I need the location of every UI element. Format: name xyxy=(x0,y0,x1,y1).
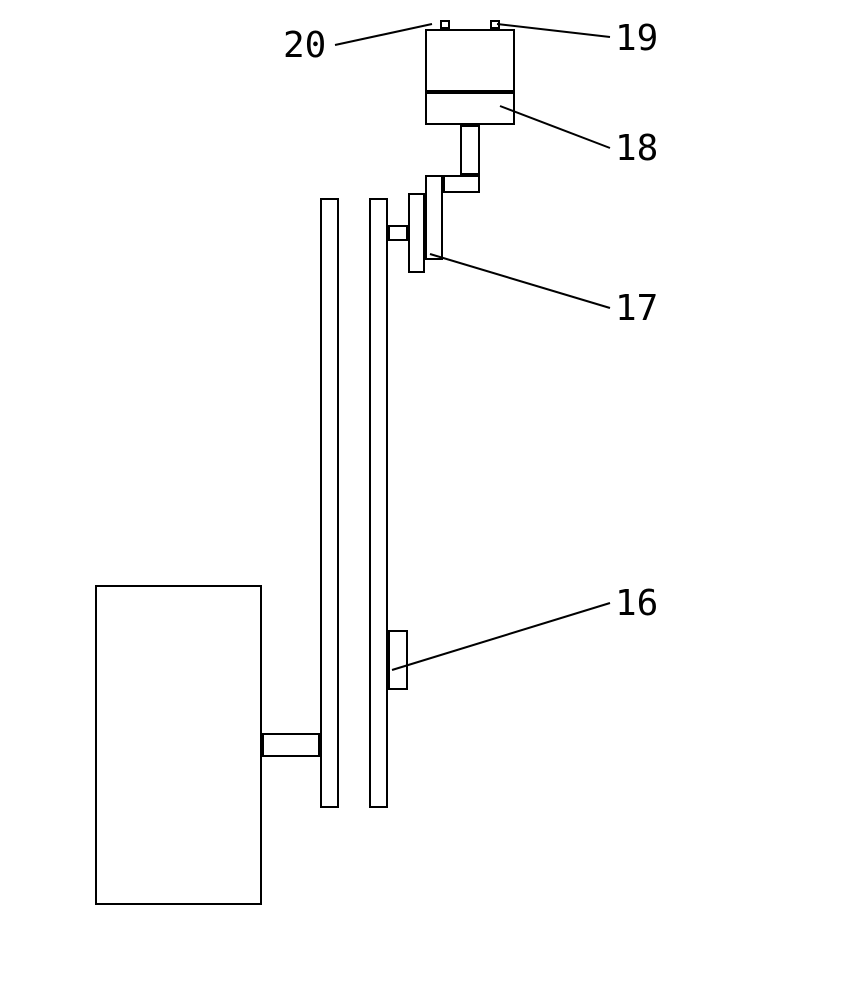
label-18: 18 xyxy=(615,128,658,169)
shaft-down xyxy=(460,125,480,175)
elbow-horizontal xyxy=(443,175,480,193)
top-cap xyxy=(425,29,515,92)
top-nub-right xyxy=(490,20,500,29)
column-inner xyxy=(337,198,371,808)
base-connector xyxy=(262,733,320,757)
leader-20 xyxy=(335,24,432,45)
elbow-vertical xyxy=(425,175,443,260)
leader-18 xyxy=(500,106,610,148)
label-17: 17 xyxy=(615,288,658,329)
leader-16 xyxy=(392,603,610,670)
label-16: 16 xyxy=(615,583,658,624)
leader-17 xyxy=(430,254,610,308)
bracket-17 xyxy=(408,193,425,273)
base-block xyxy=(95,585,262,905)
top-body xyxy=(425,92,515,125)
bracket-16 xyxy=(388,630,408,690)
connector-17 xyxy=(388,225,408,241)
label-19: 19 xyxy=(615,18,658,59)
top-nub-left xyxy=(440,20,450,29)
label-20: 20 xyxy=(283,25,326,66)
